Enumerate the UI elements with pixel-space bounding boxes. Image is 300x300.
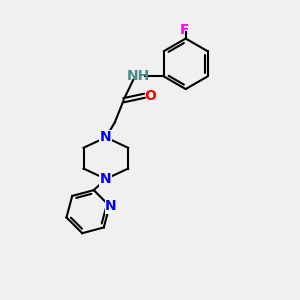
- Text: O: O: [145, 89, 156, 103]
- Text: N: N: [105, 199, 117, 213]
- Text: N: N: [100, 130, 112, 144]
- Text: F: F: [179, 23, 189, 37]
- Text: N: N: [100, 172, 112, 186]
- Text: NH: NH: [127, 69, 150, 83]
